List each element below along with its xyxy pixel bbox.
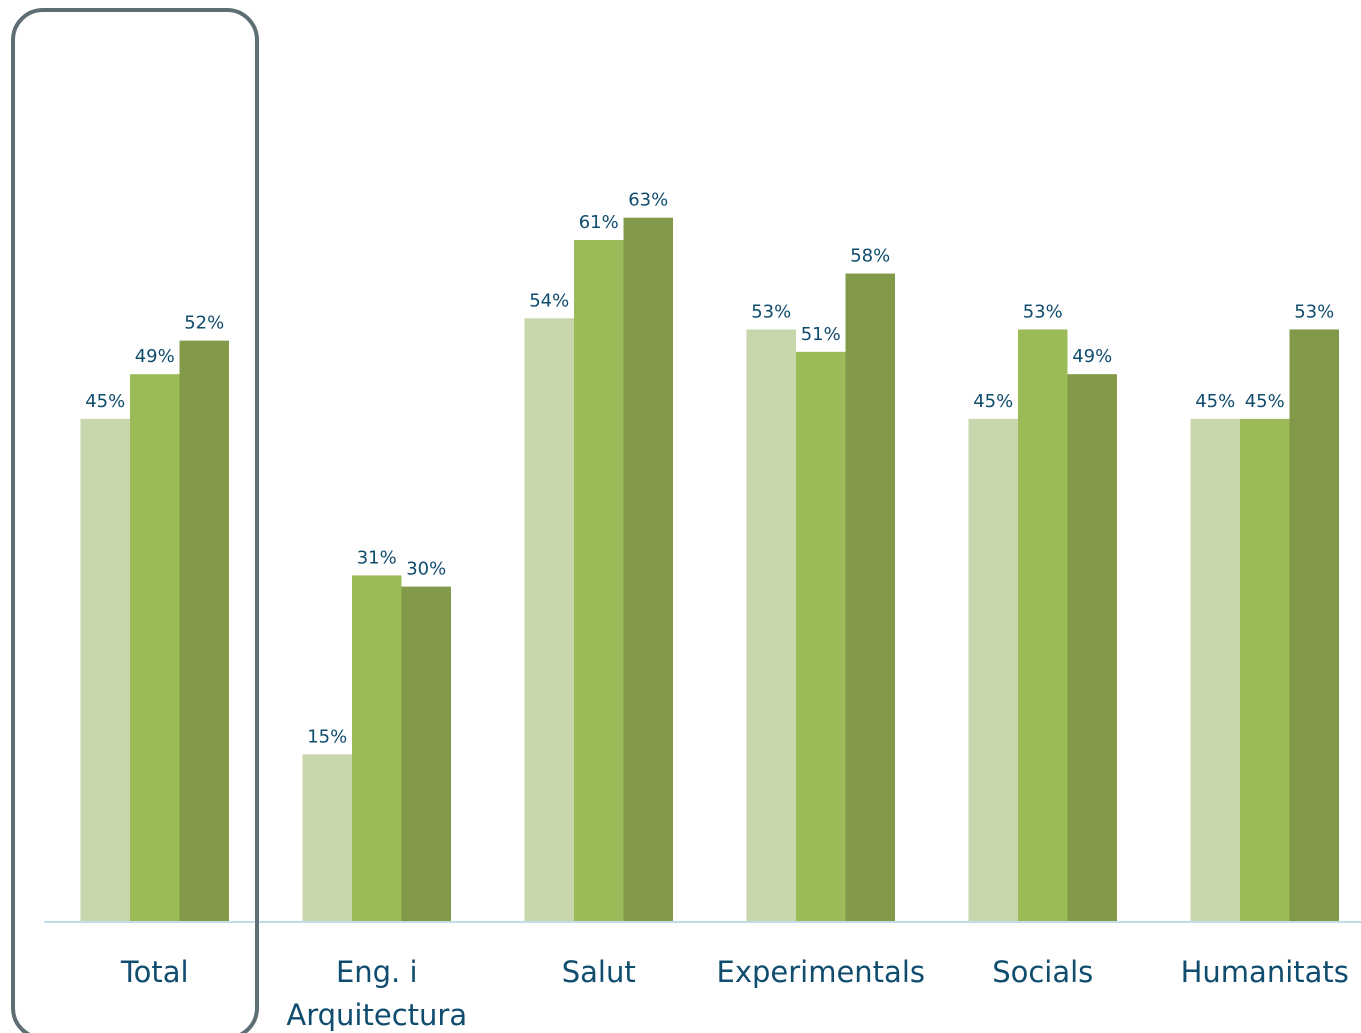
category-labels-layer: Total Eng. i Arquitectura Salut Experimental…: [120, 955, 1349, 1032]
bar-series2-cat5: [1018, 329, 1068, 923]
bar-series3-cat4: [845, 273, 895, 922]
category-label-2-line2: Arquitectura: [286, 998, 467, 1032]
data-label-series2-cat6: 45%: [1245, 391, 1285, 412]
data-label-series1-cat1: 45%: [85, 391, 125, 412]
data-label-series1-cat5: 45%: [973, 391, 1013, 412]
data-label-series1-cat3: 54%: [529, 290, 569, 311]
bar-series2-cat6: [1240, 418, 1290, 922]
bar-series1-cat5: [968, 418, 1018, 922]
data-label-series2-cat3: 61%: [579, 212, 619, 233]
category-label-2-line1: Eng. i: [336, 955, 418, 989]
data-label-series1-cat6: 45%: [1195, 391, 1235, 412]
highlight-box-total: [11, 8, 259, 1033]
bar-series3-cat5: [1067, 374, 1117, 922]
bar-series2-cat3: [574, 240, 624, 922]
bar-series1-cat6: [1190, 418, 1240, 922]
data-label-series3-cat3: 63%: [628, 190, 668, 211]
data-label-series3-cat6: 53%: [1294, 301, 1334, 322]
bar-series3-cat6: [1289, 329, 1339, 923]
data-label-series2-cat5: 53%: [1023, 301, 1063, 322]
data-label-series1-cat2: 15%: [307, 726, 347, 747]
bar-series1-cat4: [746, 329, 796, 923]
data-label-series1-cat4: 53%: [751, 301, 791, 322]
bar-series3-cat2: [401, 586, 451, 922]
category-label-3-line1: Salut: [562, 955, 636, 989]
category-label-5-line1: Socials: [992, 955, 1093, 989]
data-labels-layer: 45% 49% 52% 15% 31% 30% 54% 61% 63% 53% 51% 58% 45% 5…: [85, 190, 1334, 748]
data-label-series3-cat2: 30%: [406, 559, 446, 580]
bar-series1-cat3: [524, 318, 574, 922]
category-label-4-line1: Experimentals: [717, 955, 926, 989]
bar-series2-cat2: [352, 575, 402, 922]
bar-series1-cat2: [302, 754, 352, 922]
data-label-series3-cat4: 58%: [850, 246, 890, 267]
data-label-series2-cat4: 51%: [801, 324, 841, 345]
category-label-1-line1: Total: [120, 955, 189, 989]
data-label-series2-cat1: 49%: [135, 346, 175, 367]
category-label-6-line1: Humanitats: [1181, 955, 1349, 989]
bar-series2-cat4: [796, 351, 846, 922]
data-label-series3-cat5: 49%: [1072, 346, 1112, 367]
data-label-series2-cat2: 31%: [357, 547, 397, 568]
bars-layer: [80, 217, 1339, 923]
bar-series3-cat3: [623, 217, 673, 922]
bar-series1-cat1: [80, 418, 130, 922]
bar-series3-cat1: [179, 340, 229, 922]
bar-series2-cat1: [130, 374, 180, 922]
data-label-series3-cat1: 52%: [184, 313, 224, 334]
